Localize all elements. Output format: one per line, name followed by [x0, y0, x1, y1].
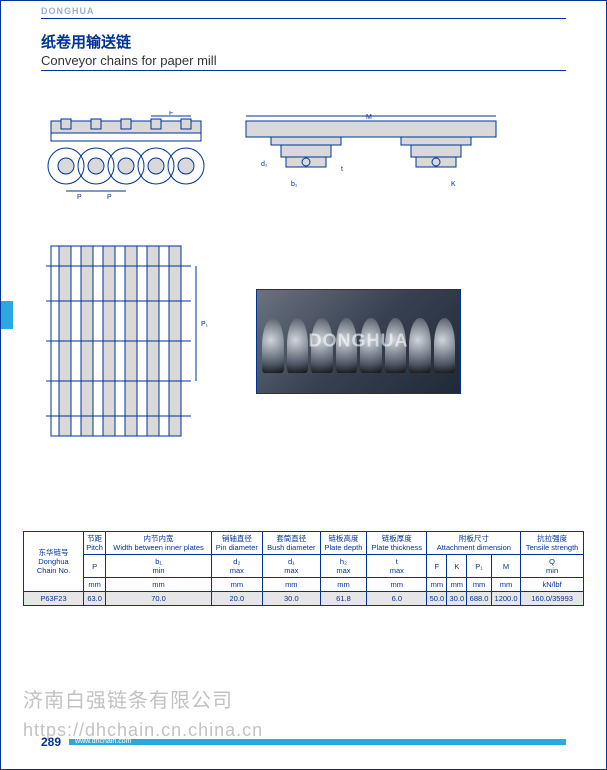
svg-text:P: P	[77, 194, 82, 201]
svg-text:F: F	[169, 111, 173, 117]
chain-side-view: P P F	[41, 111, 221, 201]
svg-text:b₁: b₁	[291, 181, 298, 188]
title-block: 纸卷用输送链 Conveyor chains for paper mill	[41, 31, 566, 71]
table-row: P63F23 63.0 70.0 20.0 30.0 61.8 6.0 50.0…	[24, 592, 584, 606]
svg-text:M: M	[366, 114, 372, 121]
photo-watermark: DONGHUA	[309, 331, 409, 352]
svg-text:P₁: P₁	[201, 321, 209, 328]
diagram-row-2: P₁ DONGHUA	[41, 241, 566, 441]
side-tab	[1, 301, 13, 329]
chain-bracket-view: M b₁ d₁ t K	[241, 111, 501, 201]
header-brand: DONGHUA	[41, 1, 566, 19]
title-chinese: 纸卷用输送链	[41, 31, 566, 52]
spec-table: 东华链号 Donghua Chain No. 节距Pitch 内节内宽Width…	[23, 531, 584, 606]
svg-text:K: K	[451, 181, 456, 188]
svg-text:P: P	[107, 194, 112, 201]
watermark-company: 济南白强链条有限公司	[23, 684, 233, 713]
product-photo: DONGHUA	[256, 289, 461, 394]
svg-text:t: t	[341, 166, 343, 173]
watermark-url: https://dhchain.cn.china.cn	[23, 720, 263, 741]
svg-text:d₁: d₁	[261, 161, 268, 168]
title-english: Conveyor chains for paper mill	[41, 53, 566, 71]
diagram-row-1: P P F M b₁ d₁ t K	[41, 111, 566, 201]
chain-top-view: P₁	[41, 241, 216, 441]
